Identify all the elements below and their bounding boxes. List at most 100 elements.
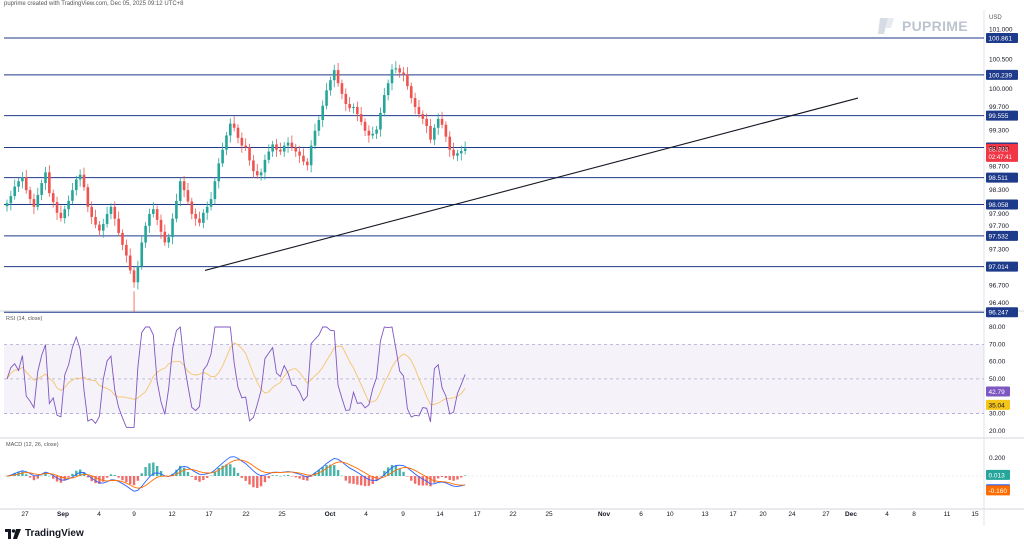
tradingview-logo-icon: [5, 528, 21, 539]
macd-histogram-bar: [406, 476, 409, 477]
rsi-tick-label: 50.00: [989, 376, 1006, 383]
macd-histogram-bar: [209, 475, 213, 477]
candle-body: [359, 114, 363, 122]
candle-body: [232, 123, 236, 128]
candle-body: [71, 190, 74, 201]
candle-body: [128, 255, 132, 271]
macd-histogram-bar: [217, 467, 220, 476]
candle: [433, 124, 436, 145]
candle-body: [444, 124, 448, 137]
candle-body: [252, 160, 255, 172]
candle-body: [406, 74, 409, 87]
rsi-value-tag: [986, 386, 1010, 397]
candle: [344, 88, 348, 112]
candle-body: [125, 244, 128, 256]
macd-histogram-bar: [309, 476, 313, 477]
candle: [178, 177, 182, 207]
level-label: 96.247: [989, 310, 1009, 317]
macd-histogram-bar: [48, 475, 51, 477]
macd-histogram-bar: [329, 464, 332, 476]
candle-body: [67, 200, 70, 210]
candle: [144, 222, 147, 248]
candle: [44, 166, 47, 191]
candle-body: [429, 125, 432, 140]
candle-body: [259, 172, 263, 176]
candle-body: [460, 150, 463, 154]
candle-body: [48, 172, 51, 194]
candle-body: [152, 209, 155, 214]
candle-body: [356, 106, 359, 115]
price-axis: USD 101.000 100.500 100.000 99.700 99.300 99.0…: [989, 15, 1013, 307]
candle: [356, 101, 359, 122]
level-label-bg: [986, 199, 1018, 210]
level-label: 100.239: [989, 72, 1013, 79]
candle: [86, 183, 90, 213]
candle: [394, 61, 398, 74]
tradingview-footer: TradingView: [5, 528, 84, 539]
macd-pane: MACD (12, 26, close)0.2000.013-0.147-0.1…: [4, 442, 1010, 496]
candle: [298, 146, 301, 163]
y-tick-label: 97.700: [989, 223, 1009, 230]
candle: [217, 158, 221, 189]
candle-body: [309, 145, 313, 166]
candle: [152, 202, 155, 218]
candle: [436, 113, 440, 135]
macd-histogram-bar: [229, 464, 232, 476]
macd-histogram-bar: [321, 467, 324, 476]
y-tick-label: 96.700: [989, 282, 1009, 289]
y-tick-label: 96.400: [989, 300, 1009, 307]
candle: [267, 144, 271, 164]
candle: [182, 175, 186, 198]
candle: [456, 149, 459, 162]
candle: [36, 187, 40, 211]
candle: [313, 123, 317, 150]
macd-histogram-bar: [456, 476, 459, 480]
x-tick-label: 17: [473, 511, 481, 518]
candle: [159, 214, 163, 239]
chart-caption: puprime created with TradingView.com, De…: [4, 1, 184, 7]
candles: [5, 61, 467, 313]
macd-histogram-bar: [402, 471, 405, 476]
candle: [55, 196, 59, 220]
macd-histogram-bar: [256, 476, 259, 488]
candle-body: [113, 206, 117, 219]
macd-histogram-bar: [259, 476, 263, 487]
candle-body: [236, 127, 240, 138]
macd-histogram-bar: [59, 476, 63, 483]
candle-body: [229, 123, 232, 136]
candle-body: [178, 181, 182, 201]
candle: [359, 106, 363, 126]
candle: [209, 191, 213, 211]
macd-hist-label: 0.013: [989, 472, 1006, 479]
candle: [352, 103, 355, 114]
candle: [198, 211, 201, 227]
macd-histogram-bar: [28, 476, 32, 478]
candle-body: [425, 118, 428, 126]
macd-histogram-bar: [333, 465, 336, 476]
candle-body: [94, 216, 97, 225]
candle: [136, 260, 140, 290]
candle-body: [340, 83, 344, 94]
candle: [398, 64, 401, 78]
candle: [309, 140, 313, 173]
candle: [440, 111, 444, 129]
candle-body: [44, 172, 47, 184]
macd-histogram-bar: [206, 476, 209, 478]
y-tick-label: 97.300: [989, 247, 1009, 254]
candle-body: [348, 103, 351, 109]
candle: [71, 183, 74, 205]
candle: [221, 142, 224, 167]
candle: [367, 125, 371, 143]
candle: [363, 118, 367, 137]
macd-histogram-bar: [440, 476, 444, 477]
candle-body: [148, 213, 151, 226]
candle: [117, 211, 120, 237]
macd-histogram-bar: [394, 465, 398, 476]
candle-body: [59, 212, 63, 219]
rsi-tick-label: 80.00: [989, 324, 1006, 331]
candle-body: [159, 219, 163, 232]
candle: [317, 116, 321, 137]
y-tick-label: 99.700: [989, 104, 1009, 111]
candle-body: [421, 114, 425, 119]
